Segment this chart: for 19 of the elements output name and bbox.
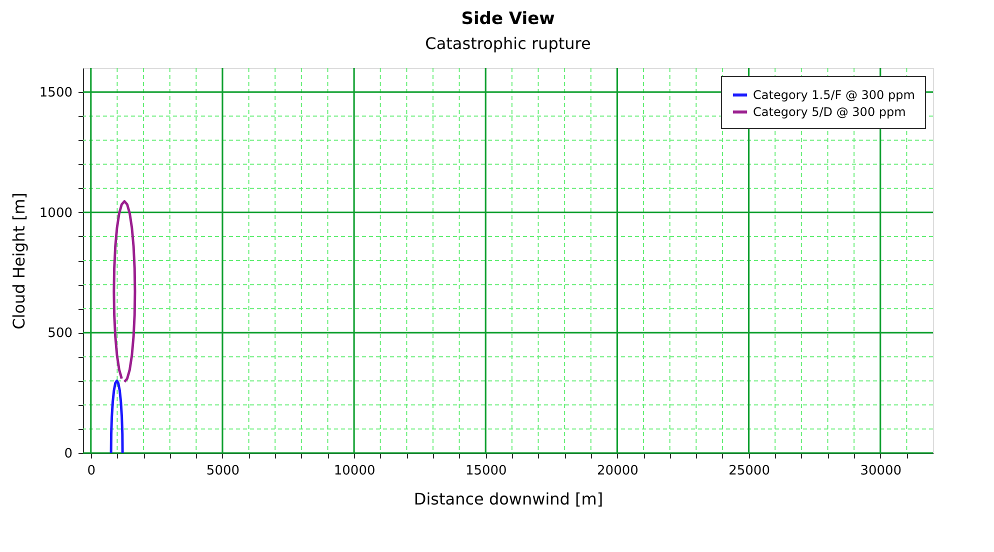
line-series [110, 380, 124, 453]
x-axis-title: Distance downwind [m] [414, 490, 604, 508]
x-tick-label: 5000 [206, 464, 240, 478]
y-tick-label: 0 [64, 446, 72, 462]
y-tick-label: 1000 [39, 206, 72, 221]
y-axis-title: Cloud Height [m] [9, 192, 28, 330]
line-series [112, 200, 136, 384]
x-tick-label: 0 [87, 464, 96, 478]
chart-subtitle: Catastrophic rupture [425, 34, 591, 54]
x-tick-label: 10000 [334, 464, 376, 478]
legend-label: Category 1.5/F @ 300 ppm [753, 88, 915, 102]
x-tick-label: 25000 [728, 464, 770, 478]
y-tick-label: 1500 [39, 86, 72, 101]
legend-label: Category 5/D @ 300 ppm [753, 105, 906, 119]
x-tick-label: 30000 [860, 464, 902, 478]
x-tick-label: 20000 [597, 464, 638, 478]
x-tick-label: 15000 [465, 464, 507, 478]
y-tick-label: 500 [48, 326, 72, 342]
chart-title: Side View [461, 9, 556, 30]
